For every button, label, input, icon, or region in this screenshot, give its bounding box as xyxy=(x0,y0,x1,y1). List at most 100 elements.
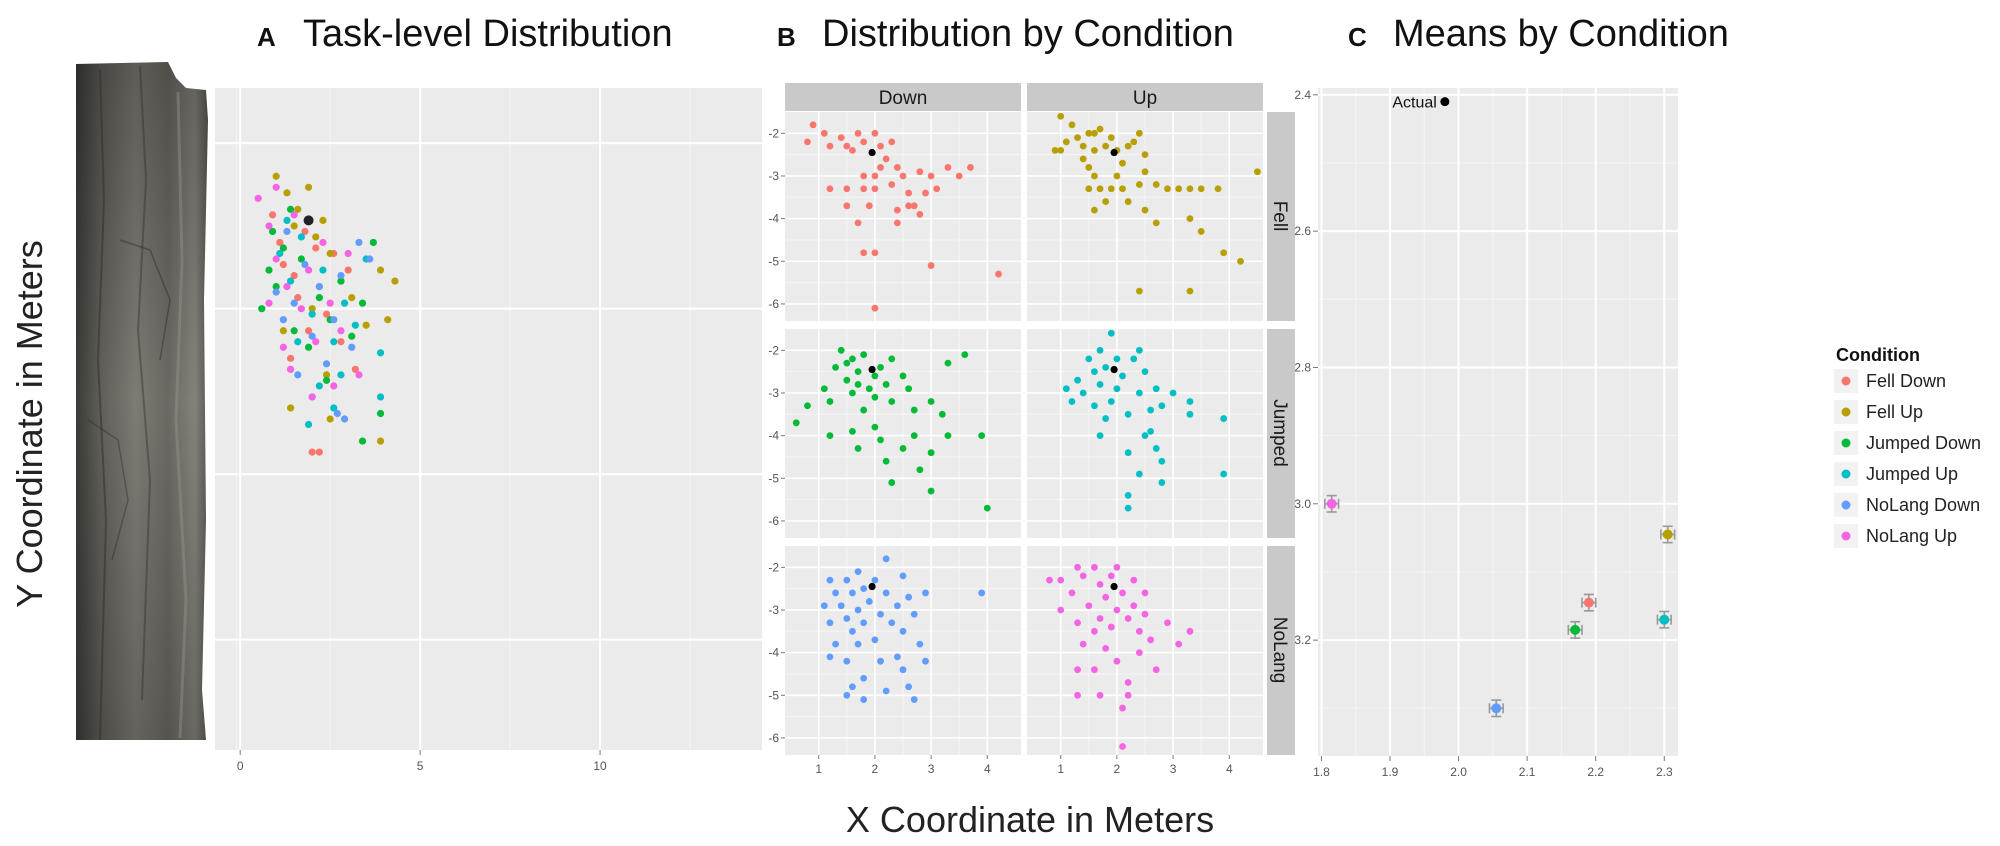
facet-point-fell-down xyxy=(877,164,884,171)
facet-point-jumped-down xyxy=(871,393,879,401)
facet-point-jumped-up xyxy=(1186,398,1194,405)
strip-row-fell-label: Fell xyxy=(1269,201,1290,232)
panel-b-facets: -2 -3 -4 -5 -6 -2 -3 -4 -5 -6 -2 -3 -4 -5 -6 1 2 3 4 1 2 3 4 xyxy=(768,112,1263,776)
facet-point-nolang-up xyxy=(1147,636,1155,644)
facet-point-jumped-up xyxy=(1152,385,1160,393)
legend-label: Fell Down xyxy=(1866,371,1946,391)
facet-point-nolang-down xyxy=(888,619,896,627)
legend-swatch xyxy=(1841,376,1851,386)
facet-y-tick-label: -2 xyxy=(768,343,779,357)
facet-point-jumped-up xyxy=(1147,427,1155,435)
strip-row-fell xyxy=(1267,112,1295,321)
facet-point-jumped-up xyxy=(1096,381,1104,388)
facet-point-jumped-up xyxy=(1113,355,1121,363)
facet-point-nolang-up xyxy=(1119,743,1126,750)
panel-a-point-jumped-up xyxy=(376,349,385,357)
facet-point-nolang-down xyxy=(843,691,851,699)
facet-point-fell-down xyxy=(995,270,1002,278)
facet-point-nolang-up xyxy=(1113,563,1121,571)
facet-point-jumped-up xyxy=(1085,355,1093,363)
panel-a-point-fell-up xyxy=(312,233,320,241)
mean-point-fell-down xyxy=(1581,593,1597,612)
panel-a-point-fell-up xyxy=(308,305,316,313)
facet-point-jumped-down xyxy=(804,402,811,410)
panel-a-point-nolang-down xyxy=(366,255,374,263)
facet-point-nolang-down xyxy=(882,555,890,563)
mean-marker xyxy=(1659,614,1670,625)
facet-point-jumped-up xyxy=(1113,385,1121,393)
facet-x-tick-label: 3 xyxy=(1170,762,1177,776)
facet-point-jumped-up xyxy=(1096,346,1104,354)
facet-point-jumped-down xyxy=(792,419,800,427)
panel-a-point-fell-down xyxy=(268,211,277,219)
facet-y-tick-label: -3 xyxy=(768,169,779,183)
facet-point-nolang-up xyxy=(1046,576,1053,584)
panel-a-point-fell-down xyxy=(279,260,287,269)
legend-swatch xyxy=(1841,469,1851,479)
panel-a-point-nolang-up xyxy=(308,393,316,401)
panel-a-point-jumped-down xyxy=(286,205,295,213)
panel-a: A Task-level Distribution 0 5 10 xyxy=(76,13,762,773)
panel-c-y-tick-label: 2.6 xyxy=(1294,224,1311,238)
facet-point-jumped-up xyxy=(1062,385,1070,393)
panel-a-point-jumped-down xyxy=(337,277,345,285)
facet-actual-point xyxy=(868,148,876,157)
legend-label: Fell Up xyxy=(1866,402,1923,422)
facet-point-nolang-down xyxy=(832,589,839,597)
facet-point-jumped-down xyxy=(910,406,918,414)
facet-point-jumped-up xyxy=(1119,372,1126,380)
facet-point-fell-down xyxy=(877,142,884,150)
panel-a-point-jumped-up xyxy=(315,382,323,390)
facet-point-nolang-up xyxy=(1074,666,1081,674)
facet-point-nolang-down xyxy=(843,576,851,584)
panel-a-point-fell-down xyxy=(301,227,309,236)
panel-a-point-jumped-down xyxy=(268,227,277,236)
facet-point-fell-down xyxy=(837,134,845,141)
facet-point-fell-up xyxy=(1102,142,1110,150)
facet-nolang-up: 1 2 3 4 xyxy=(1027,546,1263,776)
facet-jumped-up xyxy=(1027,329,1263,538)
facet-point-nolang-down xyxy=(860,674,868,682)
panel-a-point-nolang-up xyxy=(330,382,338,390)
facet-point-fell-up xyxy=(1091,172,1098,180)
facet-point-nolang-up xyxy=(1130,576,1138,584)
legend-item-fell-down: Fell Down xyxy=(1834,369,1946,393)
panel-a-x-tick-label: 0 xyxy=(237,759,244,773)
panel-a-point-jumped-down xyxy=(322,376,331,384)
facet-point-nolang-up xyxy=(1074,619,1081,627)
legend-swatch xyxy=(1841,407,1851,417)
facet-point-nolang-down xyxy=(854,606,862,614)
panel-a-point-nolang-up xyxy=(265,299,273,307)
facet-point-fell-down xyxy=(893,219,901,227)
facet-point-fell-down xyxy=(927,262,935,269)
mean-point-jumped-up xyxy=(1656,610,1672,629)
panel-a-point-jumped-down xyxy=(290,327,298,335)
panel-c-x-tick-label: 2.2 xyxy=(1587,765,1604,779)
facet-point-jumped-up xyxy=(1186,410,1194,418)
facet-point-jumped-up xyxy=(1169,389,1177,397)
facet-point-jumped-down xyxy=(944,432,952,440)
facet-point-jumped-down xyxy=(865,385,873,393)
panel-a-point-jumped-down xyxy=(348,332,356,340)
facet-point-jumped-down xyxy=(849,389,856,397)
facet-point-jumped-down xyxy=(854,445,862,452)
panel-a-point-jumped-up xyxy=(304,420,313,429)
facet-point-fell-down xyxy=(899,172,907,180)
panel-a-point-jumped-up xyxy=(340,299,349,307)
strip-col-up xyxy=(1027,83,1263,111)
facet-point-jumped-up xyxy=(1124,410,1132,418)
panel-a-plot-area xyxy=(215,88,762,750)
legend-item-nolang-up: NoLang Up xyxy=(1834,524,1957,548)
panel-a-point-fell-down xyxy=(344,266,352,274)
facet-point-nolang-up xyxy=(1164,619,1171,627)
panel-a-point-fell-up xyxy=(319,216,327,224)
facet-point-jumped-down xyxy=(820,385,828,393)
facet-point-fell-up xyxy=(1124,198,1132,205)
mean-point-fell-up xyxy=(1660,525,1676,544)
facet-point-nolang-down xyxy=(899,627,907,635)
facet-point-jumped-down xyxy=(888,355,896,363)
facet-point-nolang-down xyxy=(910,696,918,703)
panel-a-point-jumped-down xyxy=(265,266,273,274)
panel-a-x-tick-label: 5 xyxy=(417,759,424,773)
facet-point-fell-up xyxy=(1197,228,1205,235)
